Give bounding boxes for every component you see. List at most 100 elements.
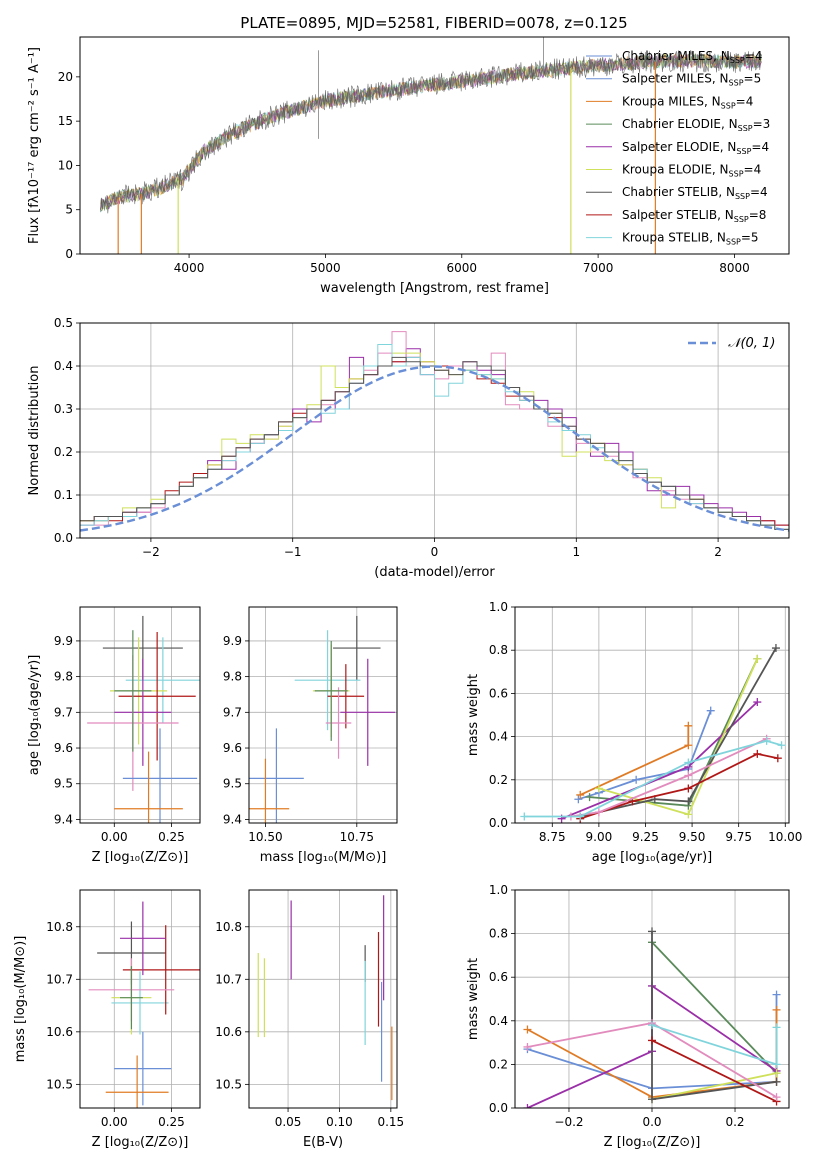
legend-label: Salpeter STELIB, NSSP=8: [622, 208, 766, 224]
y-tick-label: 9.5: [223, 777, 242, 791]
weight-point-marker: [648, 1036, 656, 1045]
weight-point-marker: [773, 754, 782, 763]
histogram-step: [80, 356, 789, 530]
weight-series-line: [589, 658, 759, 807]
x-tick-label: 0.25: [158, 1115, 185, 1129]
axes-frame: [79, 322, 790, 539]
y-tick-label: 0.6: [489, 970, 508, 984]
y-tick-label: 15: [58, 114, 73, 128]
weight-series-line: [579, 752, 778, 820]
x-tick-label: 10.00: [768, 830, 802, 844]
axes-frame: [514, 606, 790, 824]
x-axis-label: (data-model)/error: [374, 565, 495, 580]
legend-tail: =4: [745, 49, 763, 63]
x-tick-label: 4000: [174, 261, 205, 275]
weight-point-marker: [594, 784, 603, 793]
legend-label: Salpeter ELODIE, NSSP=4: [622, 140, 769, 156]
y-tick-label: 10.6: [215, 1025, 242, 1039]
x-tick-label: −0.2: [554, 1115, 583, 1129]
legend-sub: SSP: [730, 56, 745, 65]
weight-series-line: [524, 739, 782, 818]
legend-sub: SSP: [726, 238, 741, 247]
weight-point-marker: [632, 775, 641, 784]
legend-name: Salpeter STELIB, N: [622, 208, 734, 222]
weight-series-line: [579, 647, 777, 818]
y-tick-label: 0.2: [54, 445, 73, 459]
y-axis-label: mass weight: [466, 674, 481, 756]
weight-point-marker: [684, 797, 693, 806]
weight-point-marker: [772, 1077, 781, 1086]
y-tick-label: 0.4: [489, 1014, 508, 1028]
y-axis-label: age [log₁₀(age/yr)]: [27, 655, 42, 776]
x-axis-label: Z [log₁₀(Z/Z⊙)]: [92, 1135, 189, 1150]
axes-frame: [79, 36, 790, 255]
weight-point-marker: [772, 1069, 781, 1078]
y-axis-label: Normed distribution: [27, 366, 42, 496]
legend-label: Kroupa MILES, NSSP=4: [622, 94, 753, 110]
y-axis-label: mass weight: [466, 958, 481, 1040]
x-tick-label: −1: [284, 545, 302, 559]
x-axis-label: wavelength [Angstrom, rest frame]: [320, 281, 549, 296]
y-tick-label: 10.8: [215, 920, 242, 934]
weight-point-marker: [777, 741, 786, 750]
x-tick-label: 7000: [583, 261, 614, 275]
weight-point-marker: [648, 1095, 656, 1104]
y-tick-label: 0.8: [489, 643, 508, 657]
error-bars: [87, 615, 200, 823]
x-tick-label: 8000: [719, 261, 750, 275]
z-weight-panel: −0.2 0.0 0.2 0.0 0.2 0.4 0.6 0.8 1.0 Z [log₁₀(Z/Z…: [466, 883, 790, 1150]
y-tick-label: 0: [65, 247, 73, 261]
x-axis-label: age [log₁₀(age/yr)]: [592, 850, 713, 865]
x-tick-label: 0.10: [326, 1115, 353, 1129]
weight-point-marker: [771, 644, 780, 653]
y-tick-label: 0.2: [489, 1057, 508, 1071]
y-tick-label: 0.8: [489, 927, 508, 941]
weight-point-marker: [684, 741, 693, 750]
legend-tail: =4: [751, 140, 769, 154]
weight-point-marker: [772, 1023, 781, 1032]
z-mass-panel: 0.00 0.25 10.5 10.6 10.7 10.8 Z [log₁₀(Z/Z⊙)] m…: [13, 889, 201, 1150]
y-tick-label: 10.6: [46, 1025, 73, 1039]
weight-point-marker: [772, 1005, 781, 1014]
x-tick-label: 10.50: [248, 830, 282, 844]
y-tick-label: 9.7: [223, 705, 242, 719]
y-tick-label: 10.7: [215, 972, 242, 986]
x-axis-label: Z [log₁₀(Z/Z⊙)]: [92, 850, 189, 865]
error-bars: [249, 615, 396, 823]
weight-point-marker: [706, 706, 715, 715]
weight-point-marker: [594, 808, 603, 817]
y-tick-label: 9.9: [223, 634, 242, 648]
weight-point-marker: [753, 698, 762, 707]
weight-point-marker: [762, 736, 771, 745]
x-tick-label: 9.50: [679, 830, 706, 844]
gaussian-curve: [80, 365, 789, 532]
legend-label: Chabrier MILES, NSSP=4: [622, 49, 762, 65]
axes-frame: [79, 606, 201, 824]
y-axis-label: mass [log₁₀(M/M⊙)]: [13, 936, 28, 1063]
legend-sub: SSP: [729, 170, 744, 179]
y-tick-label: 9.9: [54, 634, 73, 648]
x-tick-label: 5000: [310, 261, 341, 275]
weight-series-line: [651, 1039, 777, 1103]
y-tick-label: 0.5: [54, 316, 73, 330]
ebv-mass-panel: 0.05 0.10 0.15 10.5 10.6 10.7 10.8 E(B-V): [215, 889, 404, 1150]
legend-tail: =4: [744, 163, 762, 177]
axes-frame: [79, 889, 201, 1109]
x-axis-label: Z [log₁₀(Z/Z⊙)]: [604, 1135, 701, 1150]
axes-frame: [514, 889, 790, 1109]
legend-label: Salpeter MILES, NSSP=5: [622, 72, 761, 88]
weight-point-marker: [523, 1104, 532, 1108]
x-tick-label: −2: [142, 545, 160, 559]
weight-point-marker: [523, 1042, 532, 1051]
x-axis-label: E(B-V): [303, 1135, 343, 1150]
x-tick-label: 6000: [446, 261, 477, 275]
x-tick-label: 2: [714, 545, 722, 559]
legend-name: Kroupa ELODIE, N: [622, 163, 729, 177]
y-tick-label: 5: [65, 203, 73, 217]
weight-point-marker: [753, 749, 762, 758]
x-tick-label: 0: [431, 545, 439, 559]
legend-sub: SSP: [735, 192, 750, 201]
spectrum-panel: 4000 5000 6000 7000 8000 0 5 10 15 20 wavelength […: [27, 36, 790, 296]
x-tick-label: 0.15: [377, 1115, 404, 1129]
